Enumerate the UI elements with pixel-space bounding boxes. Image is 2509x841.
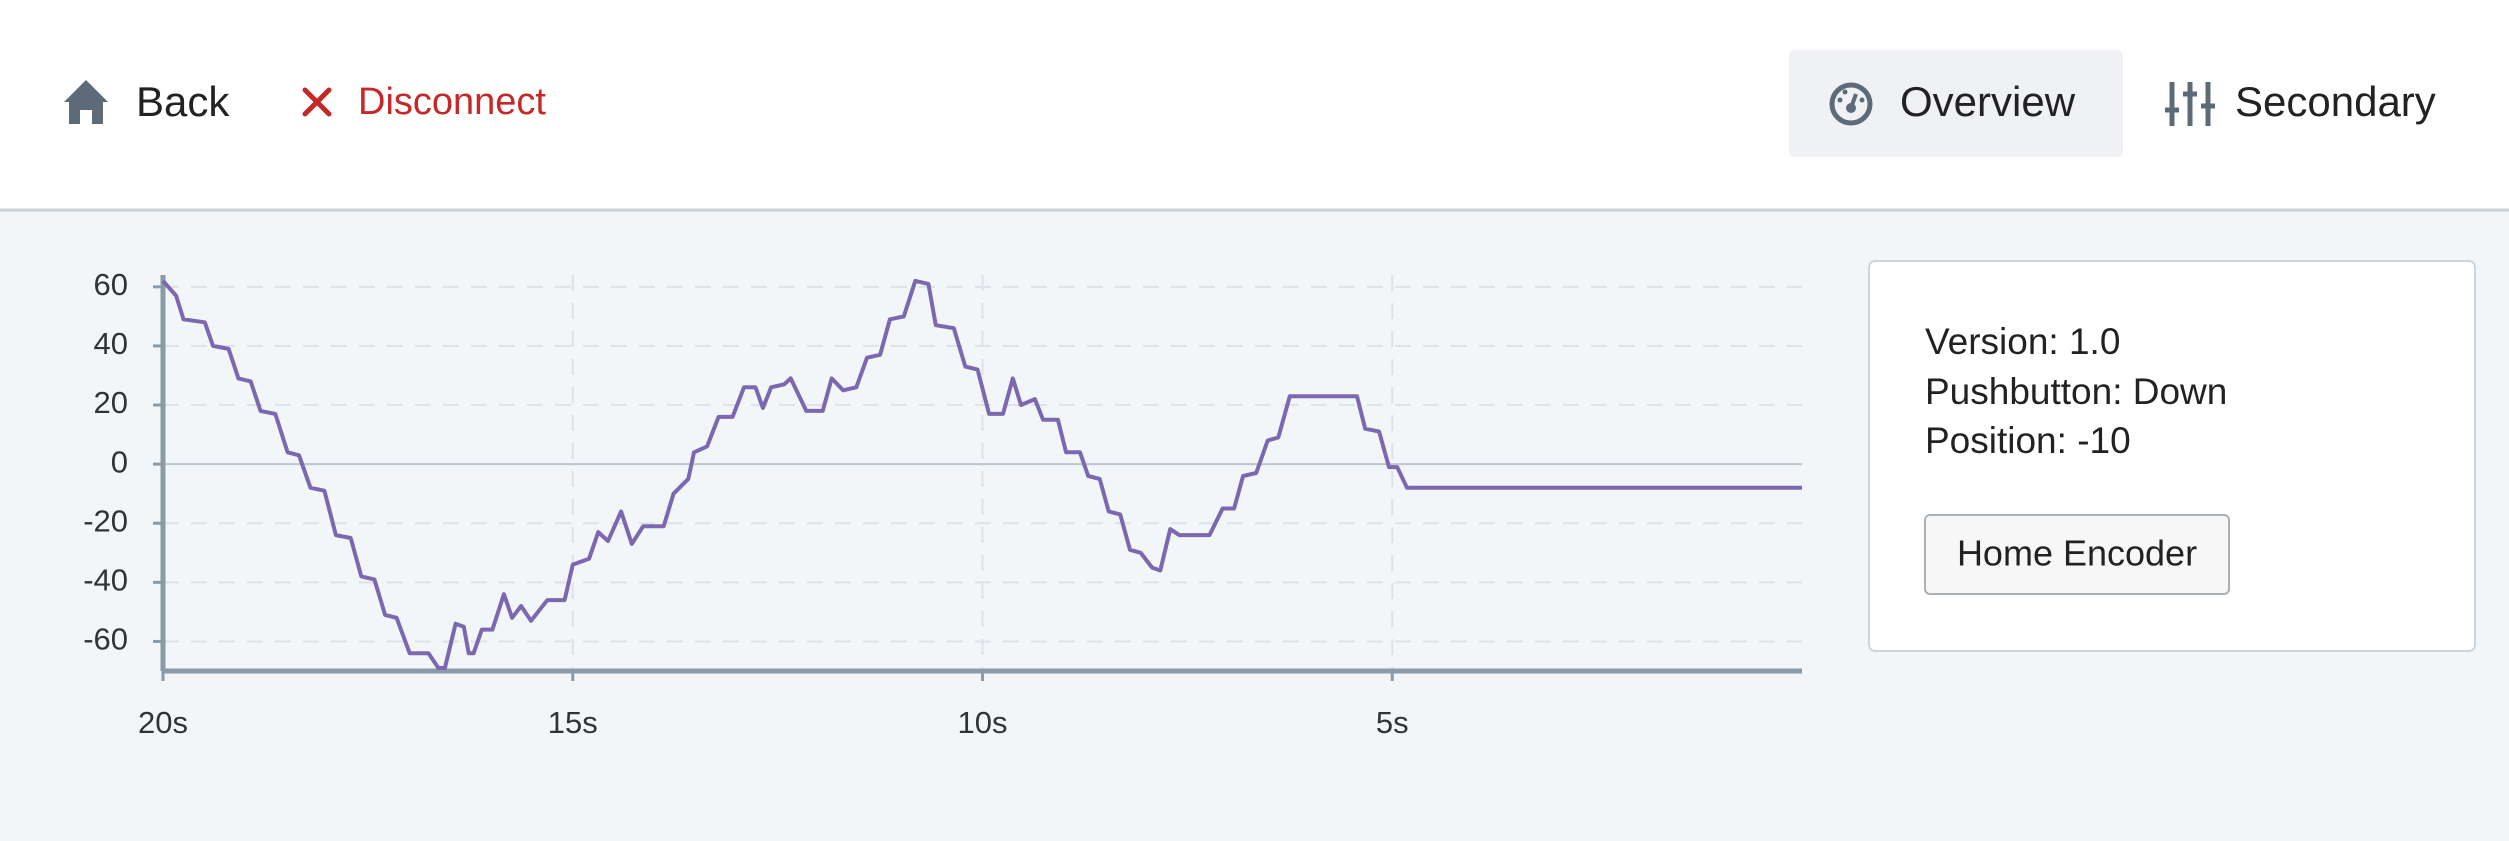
button-background [1924,514,2230,595]
info-line: Version: 1.0 [1925,321,2120,362]
sliders-icon [2165,82,2215,126]
y-tick-label: -20 [83,503,128,538]
gauge-icon [1829,82,1873,126]
position-line [161,278,1802,670]
tab-label: Secondary [2235,78,2436,125]
x-tick-label: 5s [1376,705,1409,740]
info-line: Pushbutton: Down [1925,371,2227,412]
x-tick-label: 10s [958,705,1008,740]
info-panel: Version: 1.0 Pushbutton: Down Position: … [1868,260,2476,652]
tab-label: Overview [1900,78,2076,125]
disconnect-label: Disconnect [358,81,546,123]
secondary-tab[interactable]: Secondary [2165,78,2436,126]
y-tick-label: 20 [94,385,128,420]
tab-background [1789,50,2123,157]
overview-tab[interactable]: Overview [1789,50,2123,157]
back-label: Back [136,78,230,125]
home-icon [64,80,108,124]
home-encoder-button[interactable]: Home Encoder [1924,514,2230,595]
y-tick-label: -60 [83,622,128,657]
y-tick-label: 60 [94,267,128,302]
disconnect-link[interactable]: Disconnect [302,81,546,123]
button-label: Home Encoder [1957,533,2197,574]
x-tick-label: 20s [138,705,188,740]
y-tick-label: 40 [94,326,128,361]
y-tick-label: -40 [83,563,128,598]
back-link[interactable]: Back [64,78,230,125]
y-tick-label: 0 [111,444,128,479]
info-line: Position: -10 [1925,420,2131,461]
close-icon [302,87,332,117]
x-tick-label: 15s [548,705,598,740]
